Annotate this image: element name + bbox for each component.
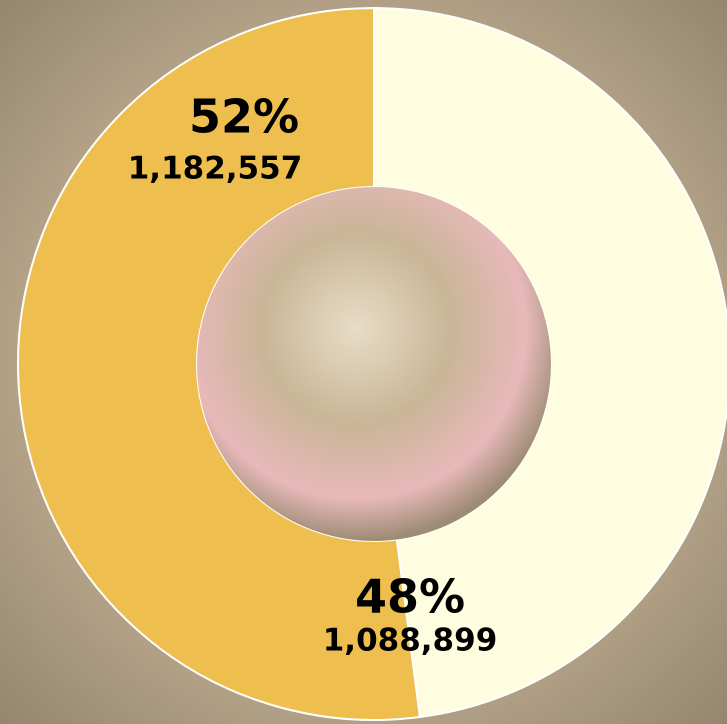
value-label: 1,182,557 [128,151,303,187]
center-photo [197,187,551,541]
percentage-label: 52% [189,90,299,144]
value-label: 1,088,899 [323,623,498,659]
percentage-label: 48% [355,570,465,624]
